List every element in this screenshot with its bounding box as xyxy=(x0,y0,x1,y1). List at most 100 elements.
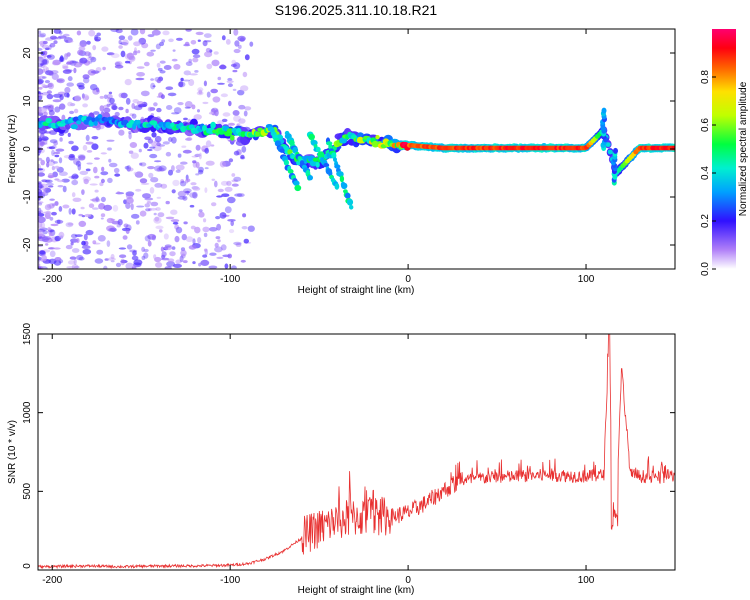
noise-blob xyxy=(78,213,83,217)
noise-blob xyxy=(147,34,155,38)
noise-blob xyxy=(81,245,91,250)
noise-blob xyxy=(209,252,217,256)
noise-blob xyxy=(89,183,98,186)
noise-blob xyxy=(86,150,93,153)
noise-blob xyxy=(129,113,134,117)
noise-blob xyxy=(227,219,236,222)
noise-blob xyxy=(138,103,147,108)
noise-blob xyxy=(52,61,61,66)
noise-blob xyxy=(125,197,134,204)
noise-blob xyxy=(147,240,152,247)
noise-blob xyxy=(120,50,126,58)
noise-blob xyxy=(125,108,129,114)
ridge-core xyxy=(97,114,103,119)
noise-blob xyxy=(211,202,217,207)
disturbance-blob xyxy=(601,107,607,114)
noise-blob xyxy=(244,106,252,111)
noise-blob xyxy=(108,91,113,95)
noise-blob xyxy=(165,151,172,157)
noise-blob xyxy=(106,93,113,100)
snr-series-line xyxy=(38,334,675,570)
noise-blob xyxy=(88,29,96,37)
noise-blob xyxy=(216,195,223,198)
noise-blob xyxy=(71,208,76,215)
noise-blob xyxy=(202,254,208,258)
noise-blob xyxy=(147,106,153,112)
noise-blob xyxy=(220,64,225,68)
noise-blob xyxy=(202,101,209,105)
noise-blob xyxy=(152,85,156,88)
noise-blob xyxy=(38,68,44,75)
noise-blob xyxy=(95,196,99,202)
noise-blob xyxy=(82,74,90,80)
noise-blob xyxy=(190,40,197,45)
noise-blob xyxy=(129,249,138,253)
noise-blob xyxy=(197,87,204,92)
noise-blob xyxy=(160,246,164,252)
noise-blob xyxy=(203,33,212,38)
streak-blob xyxy=(293,180,300,186)
noise-blob xyxy=(198,89,203,95)
noise-blob xyxy=(85,141,94,145)
noise-blob xyxy=(118,106,124,111)
noise-blob xyxy=(99,105,105,112)
noise-blob xyxy=(241,146,247,153)
noise-blob xyxy=(171,246,176,250)
noise-blob xyxy=(90,56,97,63)
noise-blob xyxy=(52,99,62,103)
noise-blob xyxy=(46,104,55,109)
y-tick-label: 10 xyxy=(22,95,33,107)
noise-blob xyxy=(86,40,91,45)
streak-blob xyxy=(334,164,341,169)
noise-blob xyxy=(57,179,65,183)
noise-blob xyxy=(82,103,88,108)
noise-blob xyxy=(151,29,161,36)
noise-blob xyxy=(177,195,186,200)
noise-blob xyxy=(144,235,151,242)
noise-blob xyxy=(159,70,166,74)
noise-blob xyxy=(210,88,218,94)
y-tick-label: 0 xyxy=(22,146,33,152)
noise-blob xyxy=(99,95,105,99)
noise-blob xyxy=(125,262,134,269)
noise-blob xyxy=(136,66,145,69)
noise-blob xyxy=(140,90,150,97)
noise-blob xyxy=(77,164,82,171)
noise-blob xyxy=(229,229,235,234)
noise-blob xyxy=(147,233,157,240)
noise-blob xyxy=(202,226,210,233)
ridge-core xyxy=(605,142,611,148)
noise-blob xyxy=(78,43,87,48)
noise-blob xyxy=(203,248,208,252)
noise-blob xyxy=(150,177,159,183)
noise-blob xyxy=(65,69,73,72)
noise-blob xyxy=(131,255,139,261)
noise-blob xyxy=(197,39,201,42)
noise-blob xyxy=(97,235,106,242)
streak-blob xyxy=(292,146,299,154)
colorbar-gradient xyxy=(712,29,736,269)
noise-blob xyxy=(70,175,75,180)
noise-blob xyxy=(153,145,162,152)
noise-blob xyxy=(38,62,43,68)
noise-blob xyxy=(42,236,51,241)
noise-blob xyxy=(65,53,71,58)
noise-blob xyxy=(202,40,208,47)
ridge-core xyxy=(315,161,320,168)
noise-blob xyxy=(78,155,86,161)
noise-blob xyxy=(42,68,46,73)
noise-blob xyxy=(228,122,235,126)
noise-blob xyxy=(77,49,84,56)
noise-blob xyxy=(153,102,158,107)
noise-blob xyxy=(130,203,134,211)
noise-blob xyxy=(49,42,56,48)
streak-blob xyxy=(307,175,314,181)
noise-blob xyxy=(212,96,221,103)
noise-blob xyxy=(48,146,56,150)
noise-blob xyxy=(139,162,143,166)
noise-blob xyxy=(150,201,159,207)
noise-blob xyxy=(146,148,153,152)
noise-blob xyxy=(175,164,185,171)
noise-blob xyxy=(47,228,53,235)
